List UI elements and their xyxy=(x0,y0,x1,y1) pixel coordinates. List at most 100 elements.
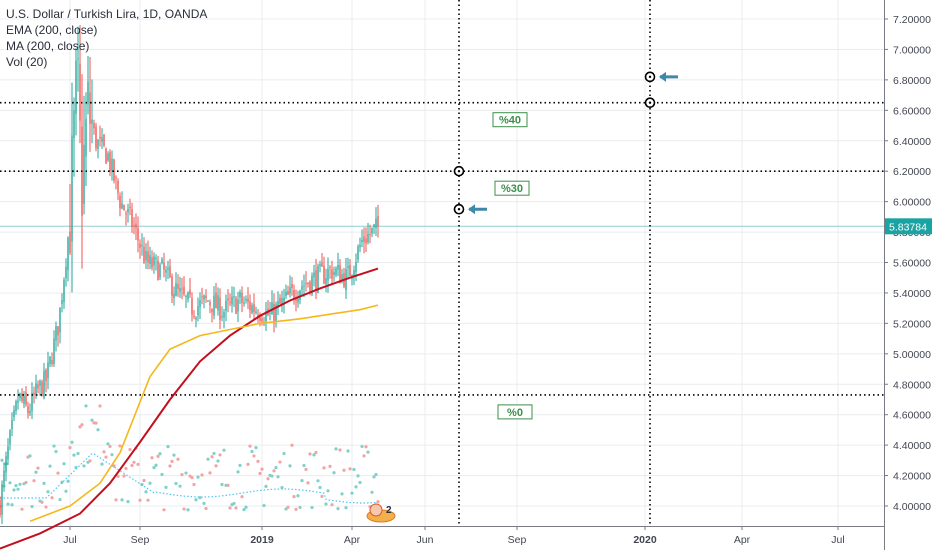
volume-point xyxy=(228,506,232,510)
candle-body xyxy=(117,180,119,193)
candle-body xyxy=(149,255,151,265)
candle-body xyxy=(193,315,195,317)
volume-point xyxy=(52,444,56,448)
candle-body xyxy=(215,292,217,309)
candle-body xyxy=(261,318,263,322)
price-axis-label: 4.00000 xyxy=(893,501,931,513)
candle-body xyxy=(331,269,333,279)
volume-point xyxy=(84,404,88,408)
candle-body xyxy=(3,470,5,485)
candle-body xyxy=(53,338,55,365)
candle-body xyxy=(119,195,121,209)
volume-point xyxy=(154,463,158,467)
time-axis-label: Jun xyxy=(417,534,434,546)
candle-body xyxy=(101,137,103,142)
volume-point xyxy=(304,467,308,471)
candle-body xyxy=(49,356,51,365)
grid xyxy=(0,0,884,526)
time-axis-label: 2019 xyxy=(250,534,274,546)
time-axis-label: Apr xyxy=(344,534,361,546)
price-axis-label: 6.20000 xyxy=(893,166,931,178)
candle-body xyxy=(187,292,189,300)
volume-point xyxy=(274,466,278,470)
volume-point xyxy=(72,453,76,457)
candle-body xyxy=(87,81,89,105)
candle-body xyxy=(307,282,309,285)
candle-body xyxy=(239,292,241,298)
volume-point xyxy=(48,464,52,468)
candle-body xyxy=(5,456,7,473)
volume-point xyxy=(66,479,70,483)
candle-body xyxy=(259,317,261,321)
volume-point xyxy=(122,474,126,478)
candle-body xyxy=(195,317,197,320)
volume-point xyxy=(356,474,360,478)
candle-body xyxy=(223,311,225,318)
price-axis-label: 4.80000 xyxy=(893,379,931,391)
price-axis-label: 4.40000 xyxy=(893,440,931,452)
volume-point xyxy=(262,503,266,508)
volume-point xyxy=(184,471,188,475)
volume-point xyxy=(56,471,60,475)
time-axis-label: Jul xyxy=(63,534,76,546)
candle-body xyxy=(71,135,73,242)
candle-body xyxy=(137,228,139,241)
volume-point xyxy=(226,483,230,487)
volume-point xyxy=(240,495,244,499)
level-label-box xyxy=(494,180,530,196)
candle-body xyxy=(273,303,275,322)
badge-circle xyxy=(369,503,383,517)
candle-body xyxy=(55,326,57,341)
volume-point xyxy=(14,484,18,488)
candle-body xyxy=(201,296,203,298)
candle-body xyxy=(313,272,315,278)
volume-point xyxy=(370,490,374,494)
candle-body xyxy=(275,304,277,322)
candle-body xyxy=(157,260,159,281)
candle-body xyxy=(231,296,233,305)
events-badge: 2 xyxy=(366,503,396,523)
candle-body xyxy=(283,297,285,302)
candle-body xyxy=(165,269,167,273)
volume-point xyxy=(276,475,280,479)
volume-point xyxy=(330,503,334,507)
volume-point xyxy=(112,464,116,468)
volume-point xyxy=(124,466,128,471)
volume-point xyxy=(338,448,342,452)
candle-body xyxy=(309,281,311,293)
indicator-ma-label: MA (200, close) xyxy=(6,39,90,53)
volume-point xyxy=(34,470,38,474)
volume-point xyxy=(30,504,34,509)
volume-point xyxy=(64,489,68,493)
candle-body xyxy=(175,283,177,296)
candle-body xyxy=(7,446,9,460)
candle-body xyxy=(105,148,107,164)
candle-body xyxy=(0,499,1,516)
candle-body xyxy=(177,283,179,289)
candle-body xyxy=(75,60,77,114)
volume-point xyxy=(98,404,102,408)
volume-point xyxy=(40,500,44,504)
volume-point xyxy=(294,507,298,512)
candle-body xyxy=(205,295,207,299)
ema-200-line xyxy=(0,267,379,550)
candle-body xyxy=(63,279,65,303)
candle-body xyxy=(327,268,329,281)
candle-body xyxy=(317,265,319,293)
volume-point xyxy=(10,503,14,507)
volume-point xyxy=(18,482,22,486)
volume-point xyxy=(352,467,356,472)
volume-point xyxy=(162,508,166,512)
candle-body xyxy=(371,227,373,234)
volume-point xyxy=(282,451,286,456)
volume-point xyxy=(94,421,98,425)
volume-point xyxy=(362,454,366,458)
indicator-volume-label: Vol (20) xyxy=(6,55,48,69)
volume-point xyxy=(164,485,168,489)
candle-body xyxy=(199,299,201,308)
volume-point xyxy=(256,459,260,463)
volume-point xyxy=(126,500,130,504)
volume-point xyxy=(374,472,378,477)
